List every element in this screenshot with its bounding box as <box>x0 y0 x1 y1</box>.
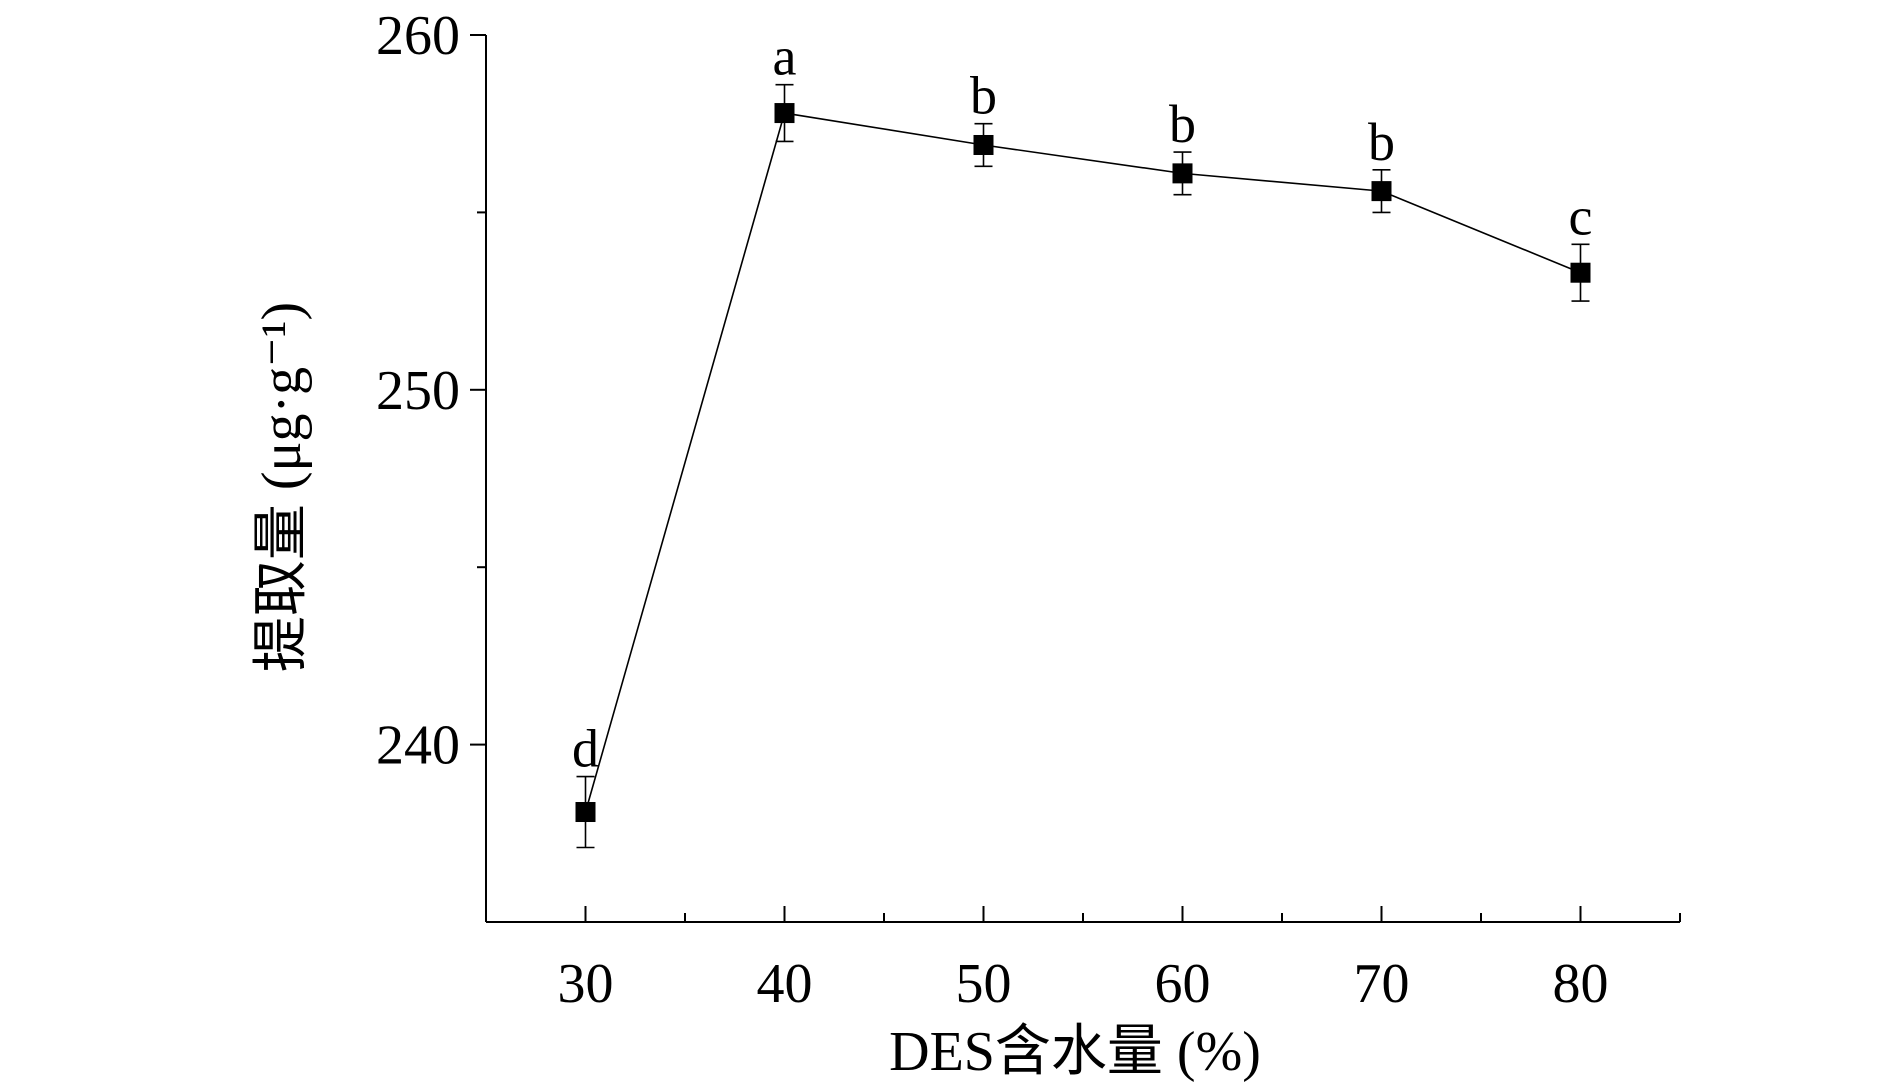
data-point <box>774 103 795 124</box>
data-point <box>1371 181 1392 202</box>
series-line <box>584 112 1581 813</box>
x-tick-label: 30 <box>558 953 614 1015</box>
data-point <box>1172 163 1193 184</box>
data-point <box>575 802 596 823</box>
y-tick-label: 240 <box>376 715 460 777</box>
x-tick-label: 40 <box>757 953 813 1015</box>
x-tick-label: 80 <box>1553 953 1609 1015</box>
axes: 240 250 260 30 40 50 60 70 80 <box>376 5 1681 1015</box>
y-tick-label: 250 <box>376 360 460 422</box>
series-layer: d a b b b c <box>572 27 1593 849</box>
x-tick-label: 50 <box>956 953 1012 1015</box>
significance-label: a <box>773 27 797 87</box>
significance-label: c <box>1569 186 1593 246</box>
data-point <box>1570 262 1591 283</box>
data-point <box>973 134 994 155</box>
y-tick-label: 260 <box>376 5 460 67</box>
x-tick-label: 60 <box>1155 953 1211 1015</box>
significance-label: b <box>1368 112 1395 172</box>
y-axis-title: 提取量 (μg·g⁻¹) <box>251 302 313 672</box>
x-axis-title: DES含水量 (%) <box>889 1021 1261 1083</box>
significance-label: b <box>970 66 997 126</box>
x-tick-label: 70 <box>1354 953 1410 1015</box>
significance-label: b <box>1169 94 1196 154</box>
significance-label: d <box>572 719 599 779</box>
